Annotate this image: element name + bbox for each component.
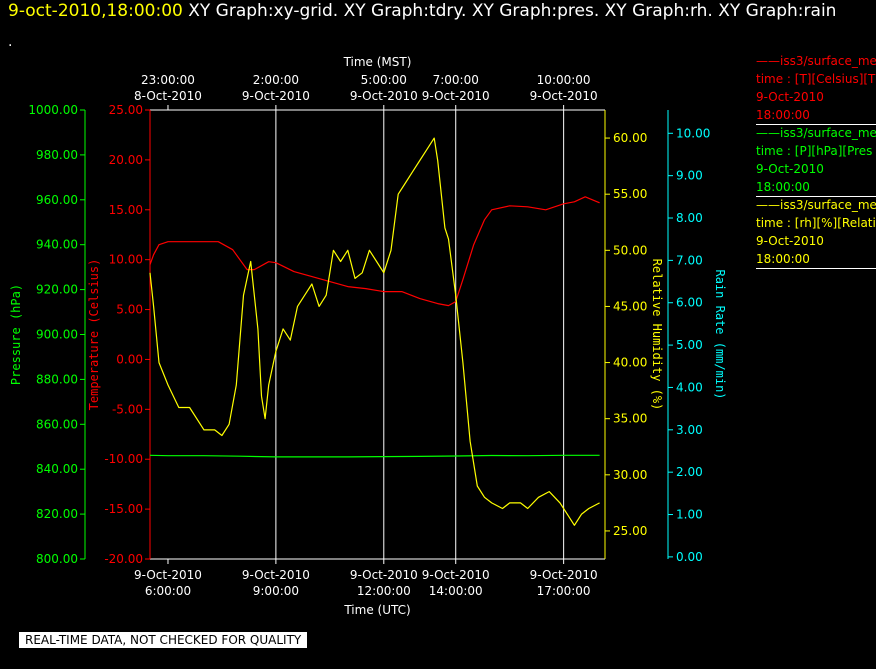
- rain-tick-label: 1.00: [676, 508, 703, 522]
- top-tick-label-time: 23:00:00: [141, 73, 195, 87]
- top-tick-label-date: 8-Oct-2010: [134, 89, 202, 103]
- top-tick-label-time: 10:00:00: [537, 73, 591, 87]
- humidity-tick-label: 25.00: [613, 524, 647, 538]
- temperature-tick-label: 5.00: [116, 303, 143, 317]
- rain-tick-label: 10.00: [676, 126, 710, 140]
- legend-entry-line: 9-Oct-2010: [756, 90, 824, 104]
- humidity-tick-label: 45.00: [613, 299, 647, 313]
- legend-separator: [756, 268, 876, 269]
- legend-entry-line: ——iss3/surface_me: [756, 126, 876, 140]
- top-tick-label-date: 9-Oct-2010: [530, 89, 598, 103]
- top-tick-label-date: 9-Oct-2010: [422, 89, 490, 103]
- temperature-tick-label: 25.00: [109, 103, 143, 117]
- pressure-tick-label: 940.00: [36, 238, 78, 252]
- humidity-tick-label: 60.00: [613, 131, 647, 145]
- x-tick-label-date: 9-Oct-2010: [134, 568, 202, 582]
- temperature-tick-label: -20.00: [104, 552, 143, 566]
- legend-separator: [756, 124, 876, 125]
- humidity-axis-title: Relative Humidity (%): [650, 259, 664, 411]
- legend-entry-line: 9-Oct-2010: [756, 162, 824, 176]
- humidity-tick-label: 50.00: [613, 243, 647, 257]
- x-tick-label-time: 9:00:00: [253, 584, 299, 598]
- x-tick-label-time: 17:00:00: [537, 584, 591, 598]
- humidity-tick-label: 55.00: [613, 187, 647, 201]
- humidity-tick-label: 35.00: [613, 412, 647, 426]
- temperature-tick-label: 20.00: [109, 153, 143, 167]
- legend-entry-line: 18:00:00: [756, 180, 810, 194]
- legend-entry-line: ——iss3/surface_me: [756, 54, 876, 68]
- rain-tick-label: 5.00: [676, 338, 703, 352]
- rain-tick-label: 8.00: [676, 211, 703, 225]
- top-tick-label-time: 5:00:00: [361, 73, 407, 87]
- temperature-axis-title: Temperature (Celsius): [87, 259, 101, 411]
- top-tick-label-date: 9-Oct-2010: [242, 89, 310, 103]
- temperature-tick-label: -15.00: [104, 502, 143, 516]
- temperature-tick-label: -5.00: [112, 402, 143, 416]
- pressure-tick-label: 960.00: [36, 193, 78, 207]
- temperature-tick-label: -10.00: [104, 452, 143, 466]
- pressure-tick-label: 820.00: [36, 507, 78, 521]
- quality-note: REAL-TIME DATA, NOT CHECKED FOR QUALITY: [19, 632, 308, 648]
- temperature-tick-label: 15.00: [109, 203, 143, 217]
- x-tick-label-date: 9-Oct-2010: [422, 568, 490, 582]
- pressure-tick-label: 1000.00: [28, 103, 78, 117]
- pressure-tick-label: 840.00: [36, 462, 78, 476]
- x-tick-label-time: 14:00:00: [429, 584, 483, 598]
- x-tick-label-date: 9-Oct-2010: [350, 568, 418, 582]
- rain-tick-label: 7.00: [676, 253, 703, 267]
- pressure-tick-label: 900.00: [36, 328, 78, 342]
- x-tick-label-time: 6:00:00: [145, 584, 191, 598]
- pressure-tick-label: 880.00: [36, 372, 78, 386]
- legend-entry-line: time : [P][hPa][Pres: [756, 144, 873, 158]
- window-title: 9-oct-2010,18:00:00 XY Graph:xy-grid. XY…: [8, 1, 836, 21]
- pressure-tick-label: 860.00: [36, 417, 78, 431]
- humidity-tick-label: 30.00: [613, 468, 647, 482]
- rain-tick-label: 4.00: [676, 380, 703, 394]
- humidity-tick-label: 40.00: [613, 356, 647, 370]
- pressure-series-line: [149, 454, 600, 458]
- top-tick-label-time: 2:00:00: [253, 73, 299, 87]
- pressure-tick-label: 800.00: [36, 552, 78, 566]
- rain-tick-label: 6.00: [676, 296, 703, 310]
- x-axis-title: Time (UTC): [343, 603, 410, 617]
- top-tick-label-date: 9-Oct-2010: [350, 89, 418, 103]
- rain-axis-title: Rain Rate (mm/min): [713, 269, 727, 399]
- legend-separator: [756, 196, 876, 197]
- pressure-tick-label: 980.00: [36, 148, 78, 162]
- temperature-tick-label: 0.00: [116, 352, 143, 366]
- status-dot: .: [8, 34, 13, 50]
- legend-entry-line: ——iss3/surface_me: [756, 198, 876, 212]
- x-tick-label-date: 9-Oct-2010: [530, 568, 598, 582]
- pressure-axis-title: Pressure (hPa): [9, 284, 23, 385]
- title-datetime: 9-oct-2010,18:00:00: [8, 1, 183, 21]
- top-axis-title: Time (MST): [343, 55, 412, 69]
- x-tick-label-date: 9-Oct-2010: [242, 568, 310, 582]
- title-graph-list: XY Graph:xy-grid. XY Graph:tdry. XY Grap…: [188, 1, 837, 21]
- pressure-tick-label: 920.00: [36, 283, 78, 297]
- legend-entry-line: time : [T][Celsius][T: [756, 72, 876, 86]
- rain-tick-label: 2.00: [676, 465, 703, 479]
- top-tick-label-time: 7:00:00: [433, 73, 479, 87]
- rain-tick-label: 3.00: [676, 423, 703, 437]
- legend-entry-line: 18:00:00: [756, 252, 810, 266]
- legend-entry-line: 9-Oct-2010: [756, 234, 824, 248]
- x-tick-label-time: 12:00:00: [357, 584, 411, 598]
- temperature-series-line: [149, 196, 600, 307]
- legend-entry-line: time : [rh][%][Relati: [756, 216, 876, 230]
- temperature-tick-label: 10.00: [109, 253, 143, 267]
- rain-tick-label: 0.00: [676, 550, 703, 564]
- legend-entry-line: 18:00:00: [756, 108, 810, 122]
- humidity-series-line: [149, 137, 600, 526]
- rain-tick-label: 9.00: [676, 169, 703, 183]
